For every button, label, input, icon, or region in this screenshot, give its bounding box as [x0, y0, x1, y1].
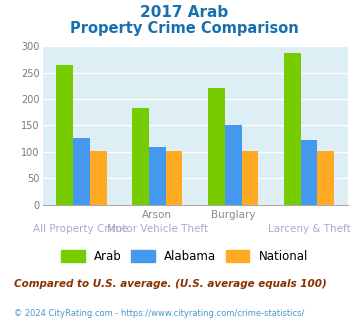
Bar [149, 147, 166, 205]
Legend: Arab, Alabama, National: Arab, Alabama, National [58, 247, 312, 267]
Bar [241, 151, 258, 205]
Bar [132, 108, 149, 205]
Bar [208, 88, 225, 205]
Bar [225, 125, 241, 205]
Bar [56, 65, 73, 205]
Bar [317, 151, 334, 205]
Text: 2017 Arab: 2017 Arab [141, 5, 229, 20]
Text: © 2024 CityRating.com - https://www.cityrating.com/crime-statistics/: © 2024 CityRating.com - https://www.city… [14, 309, 305, 317]
Text: Motor Vehicle Theft: Motor Vehicle Theft [106, 224, 208, 234]
Bar [284, 53, 301, 205]
Bar [301, 140, 317, 205]
Text: Compared to U.S. average. (U.S. average equals 100): Compared to U.S. average. (U.S. average … [14, 279, 327, 289]
Bar [166, 151, 182, 205]
Text: Larceny & Theft: Larceny & Theft [268, 224, 351, 234]
Text: Burglary: Burglary [211, 210, 256, 219]
Text: All Property Crime: All Property Crime [33, 224, 128, 234]
Bar [90, 151, 106, 205]
Text: Arson: Arson [142, 210, 172, 219]
Bar [73, 138, 90, 205]
Text: Property Crime Comparison: Property Crime Comparison [70, 21, 299, 36]
